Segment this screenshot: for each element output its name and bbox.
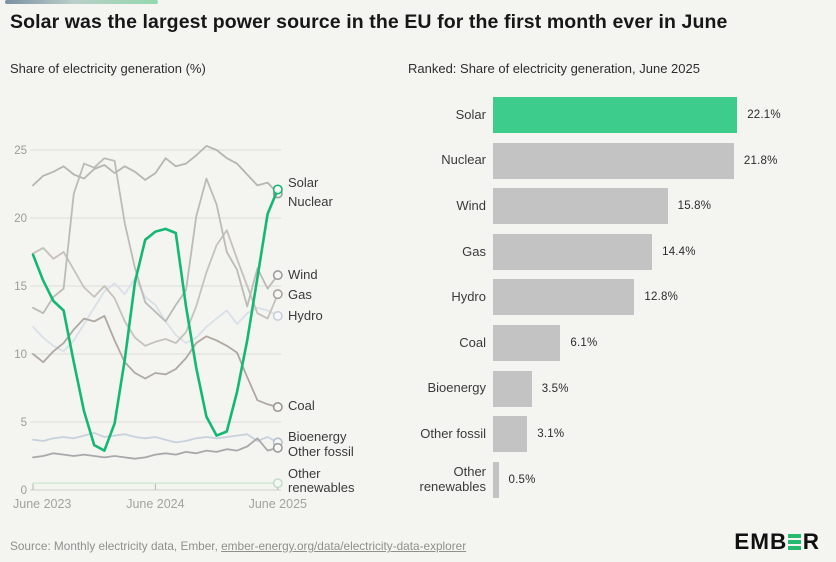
x-tick-label: June 2025 — [249, 497, 307, 511]
bar-hydro — [493, 279, 635, 316]
bar-value-label: 3.5% — [541, 382, 569, 395]
bar-value-label: 3.1% — [537, 428, 565, 441]
bar-coal — [493, 324, 561, 361]
bar-bioenergy — [493, 370, 532, 407]
ember-logo-text-left: EMB — [734, 529, 788, 554]
series-line-gas — [32, 229, 279, 347]
series-line-coal — [32, 314, 279, 408]
y-tick-label: 20 — [14, 213, 27, 225]
source-note: Source: Monthly electricity data, Ember,… — [10, 539, 466, 553]
y-tick-label: 5 — [21, 417, 27, 429]
bar-row-nuclear: Nuclear 21.8% — [398, 142, 781, 179]
bar-category-label: Other renewables — [419, 464, 487, 494]
series-line-bioenergy — [32, 431, 279, 444]
bar-other-renewables — [493, 461, 499, 498]
series-endpoint-other-renewables — [272, 478, 283, 489]
series-end-label-coal: Coal — [288, 398, 315, 413]
bar-value-label: 22.1% — [747, 109, 781, 121]
bar-value-label: 21.8% — [743, 154, 778, 167]
source-link[interactable]: ember-energy.org/data/electricity-data-e… — [221, 539, 467, 553]
bar-category-label: Bioenergy — [427, 380, 486, 396]
y-tick-label: 0 — [21, 485, 27, 497]
series-endpoint-solar — [272, 184, 283, 195]
source-text: Source: Monthly electricity data, Ember, — [10, 539, 222, 553]
bar-category-label: Other fossil — [420, 426, 486, 441]
bar-row-coal: Coal 6.1% — [398, 324, 781, 361]
series-line-solar — [31, 188, 280, 452]
series-endpoint-wind — [272, 270, 283, 281]
bar-other-fossil — [493, 416, 528, 453]
bar-value-label: 14.4% — [662, 245, 696, 258]
y-tick-label: 10 — [14, 349, 27, 361]
series-end-label-bioenergy: Bioenergy — [288, 429, 347, 444]
bar-chart-subtitle: Ranked: Share of electricity generation,… — [408, 61, 700, 76]
series-end-label-other-fossil: Other fossil — [288, 444, 354, 459]
ember-logo-text-right: R — [802, 529, 820, 554]
bar-category-label: Wind — [456, 198, 486, 214]
series-end-label-wind: Wind — [288, 267, 318, 282]
bar-value-label: 0.5% — [508, 473, 536, 486]
bar-category-label: Solar — [455, 106, 486, 122]
bar-row-hydro: Hydro 12.8% — [398, 279, 781, 316]
bar-row-other-fossil: Other fossil 3.1% — [398, 416, 781, 453]
bar-category-label: Hydro — [451, 289, 486, 305]
bar-category-label: Coal — [459, 334, 486, 350]
series-line-wind — [32, 157, 279, 323]
bar-row-other-renewables: Other renewables 0.5% — [398, 461, 781, 498]
series-end-label-other-renewables: Other renewables — [288, 466, 355, 495]
bar-wind — [493, 188, 668, 225]
bar-gas — [493, 233, 653, 270]
ember-logo-e-icon — [788, 533, 801, 551]
accent-gradient-bar — [5, 0, 158, 4]
series-endpoint-other-fossil — [272, 442, 283, 453]
bar-value-label: 6.1% — [570, 336, 598, 349]
ember-logo: EMB R — [734, 529, 820, 555]
line-chart-subtitle: Share of electricity generation (%) — [10, 61, 206, 76]
bar-category-label: Gas — [462, 243, 486, 259]
series-line-other-fossil — [32, 437, 279, 460]
bar-value-label: 15.8% — [677, 200, 712, 213]
series-end-label-hydro: Hydro — [288, 308, 323, 323]
series-end-label-solar: Solar — [288, 175, 319, 190]
series-endpoint-hydro — [272, 310, 283, 321]
series-end-label-gas: Gas — [288, 287, 312, 302]
bar-value-label: 12.8% — [644, 291, 678, 304]
bar-row-wind: Wind 15.8% — [398, 188, 781, 225]
series-endpoint-coal — [272, 402, 283, 413]
bar-row-bioenergy: Bioenergy 3.5% — [398, 370, 781, 407]
bar-row-solar: Solar 22.1% — [398, 97, 781, 133]
bar-nuclear — [493, 142, 734, 179]
x-tick-label: June 2024 — [126, 497, 184, 511]
series-end-label-nuclear: Nuclear — [288, 194, 333, 209]
series-endpoint-gas — [272, 289, 283, 300]
y-tick-label: 25 — [14, 145, 27, 157]
bar-category-label: Nuclear — [441, 152, 486, 168]
bar-row-gas: Gas 14.4% — [398, 233, 781, 270]
y-tick-label: 15 — [14, 281, 27, 293]
ranked-bar-chart: Solar 22.1% Nuclear 21.8% Wind 15.8% Gas 14.4% H… — [398, 97, 781, 507]
bar-solar — [493, 97, 738, 133]
series-line-hydro — [32, 276, 279, 353]
x-tick-label: June 2023 — [13, 497, 71, 511]
series-line-nuclear — [32, 145, 279, 195]
page-title: Solar was the largest power source in th… — [10, 11, 728, 33]
